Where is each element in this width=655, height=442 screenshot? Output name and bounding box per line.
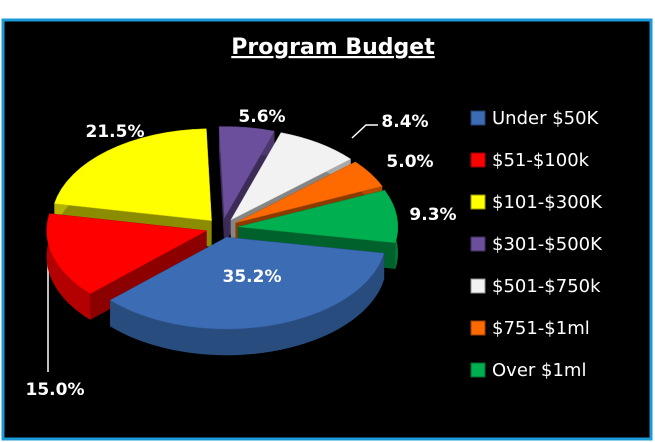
legend-label: Under $50K: [492, 108, 600, 129]
legend-swatch: [470, 194, 486, 210]
slice-top: [109, 236, 385, 330]
data-label: 8.4%: [381, 112, 428, 132]
legend-label: Over $1ml: [492, 360, 586, 381]
data-label: 35.2%: [223, 267, 282, 287]
legend-label: $301-$500K: [492, 234, 603, 255]
data-label: 15.0%: [26, 380, 85, 400]
legend-swatch: [470, 236, 486, 252]
legend-swatch: [470, 362, 486, 378]
slice-wall: [46, 213, 91, 320]
legend-swatch: [470, 152, 486, 168]
data-label: 21.5%: [86, 122, 145, 142]
legend-label: $101-$300K: [492, 192, 603, 213]
slice-top: [237, 189, 399, 244]
slice-wall: [110, 253, 385, 356]
legend-swatch: [470, 110, 486, 126]
leader-line: [351, 124, 378, 139]
slice-side: [219, 126, 225, 245]
slice-top: [235, 161, 383, 224]
slice-top: [54, 128, 212, 221]
slice-top: [218, 126, 275, 220]
legend-label: $751-$1ml: [492, 318, 590, 339]
data-label: 9.3%: [409, 205, 456, 225]
data-label: 5.6%: [238, 107, 285, 127]
legend-label: $51-$100k: [492, 150, 590, 171]
legend-label: $501-$750k: [492, 276, 601, 297]
slice-top: [46, 213, 208, 295]
data-label: 5.0%: [386, 152, 433, 172]
legend-swatch: [470, 278, 486, 294]
slice-top: [230, 132, 352, 221]
legend-swatch: [470, 320, 486, 336]
chart-title: Program Budget: [231, 35, 435, 60]
pie-slice: [109, 236, 385, 356]
